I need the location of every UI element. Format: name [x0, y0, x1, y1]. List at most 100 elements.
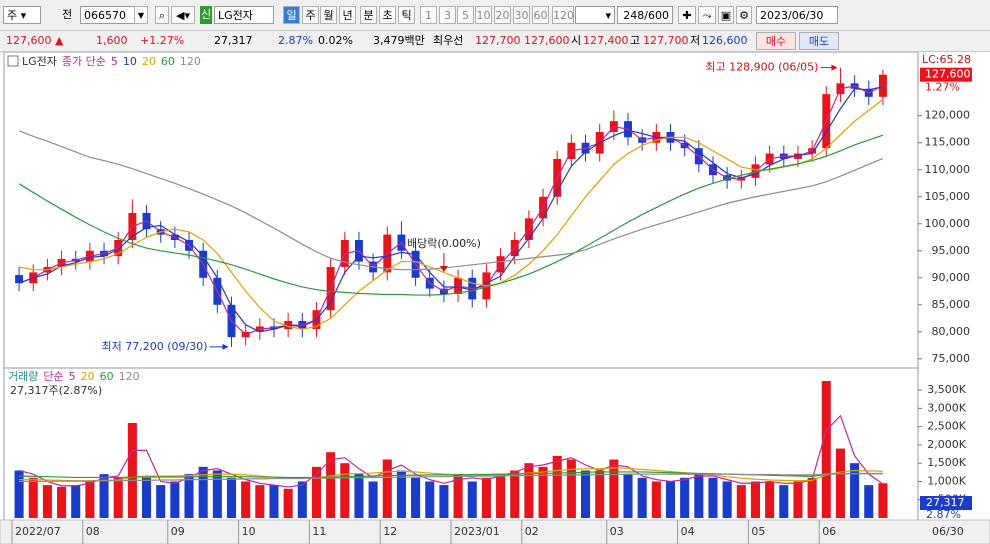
search-button[interactable]: ⌕ [155, 6, 169, 24]
legend-label: 60 [161, 55, 175, 68]
volume-bar [411, 478, 420, 518]
volume-bar [425, 481, 434, 518]
bid: 127,600 [524, 32, 570, 50]
volume-bar [468, 481, 477, 518]
legend-label: 120 [119, 370, 140, 383]
minute-tab[interactable]: 30 [513, 6, 530, 24]
period-tab[interactable]: 틱 [398, 6, 415, 24]
volume-bar [567, 460, 576, 518]
legend-label: 120 [180, 55, 201, 68]
minute-tab[interactable]: 5 [457, 6, 474, 24]
minute-tab[interactable]: 60 [532, 6, 549, 24]
period-tab[interactable]: 월 [320, 6, 337, 24]
volume-bar [128, 423, 137, 518]
volume-bar [284, 489, 293, 518]
volume-bar [85, 481, 94, 518]
volume-summary: 27,317주(2.87%) [10, 384, 102, 397]
volume-bar [680, 478, 689, 518]
volume-bar [864, 485, 873, 518]
code-dropdown[interactable]: ▼ [134, 6, 148, 24]
price-panel [4, 52, 918, 368]
minute-tab[interactable]: 1 [420, 6, 437, 24]
volume-bar [482, 478, 491, 518]
high-annotation: 최고 128,900 (06/05) [705, 61, 818, 74]
ex-dividend-label: 배당락(0.00%) [407, 237, 481, 250]
minute-tab[interactable]: 3 [439, 6, 456, 24]
volume-bar [737, 485, 746, 518]
y-tick-label: 75,000 [932, 352, 971, 365]
period-tab[interactable]: 주 [302, 6, 319, 24]
count-box[interactable]: 248/600 [617, 6, 673, 24]
volume-bar [878, 483, 887, 518]
volume-bar [595, 470, 604, 518]
period-tab[interactable]: 일 [283, 6, 300, 24]
volume-bar [255, 485, 264, 518]
period-tab[interactable]: 초 [379, 6, 396, 24]
volume-bar [723, 481, 732, 518]
volume-bar [765, 481, 774, 518]
prev-label: 전 [62, 6, 72, 24]
y-tick-label: 90,000 [932, 271, 971, 284]
volume-bar [57, 487, 66, 518]
volume-bar [15, 470, 24, 518]
change: 1,600 [96, 32, 128, 50]
legend-label: 20 [81, 370, 95, 383]
legend-label: 60 [100, 370, 114, 383]
open-label: 시 [571, 32, 581, 50]
volume-bar [29, 478, 38, 518]
x-tick-label: 2022/07 [15, 525, 61, 538]
volume-bar [751, 481, 760, 518]
minute-tab[interactable]: 120 [552, 6, 574, 24]
period-tab[interactable]: 년 [339, 6, 356, 24]
rate-label: 1.27% [925, 81, 960, 94]
market-select[interactable]: 주 ▾ [3, 6, 41, 24]
volume-bar [369, 481, 378, 518]
x-tick-label: 2023/01 [454, 525, 500, 538]
x-tick-label: 02 [525, 525, 539, 538]
x-tick-label: 10 [242, 525, 256, 538]
interval-select[interactable]: ▾ [575, 6, 615, 24]
market: 주 [7, 9, 17, 22]
volume-bar [666, 481, 675, 518]
settings-button[interactable]: ⚙ [736, 6, 752, 24]
name-input[interactable]: LG전자 [214, 6, 274, 24]
period-tab[interactable]: 분 [360, 6, 377, 24]
y-tick-label: 3,500K [927, 383, 966, 396]
sell-button[interactable]: 매도 [799, 32, 839, 50]
legend-label: 거래량 [8, 370, 38, 383]
volume-bar [142, 478, 151, 518]
best-label: 최우선 [433, 32, 463, 50]
save-button[interactable]: ▣ [718, 6, 734, 24]
sound-button[interactable]: ◀▾ [171, 6, 195, 24]
volume-bar [708, 478, 717, 518]
volume-bar [638, 478, 647, 518]
y-tick-label: 115,000 [925, 136, 971, 149]
x-tick-label: 09 [171, 525, 185, 538]
low-label: 저 [690, 32, 700, 50]
turnover: 2.87% [278, 32, 313, 50]
volume-bar [822, 381, 831, 518]
volume-bar [793, 481, 802, 518]
volume-bar [808, 478, 817, 518]
volume-bar [553, 456, 562, 518]
date-input[interactable]: 2023/06/30 [756, 6, 838, 24]
legend-icon [8, 56, 18, 66]
tool-button[interactable]: ✚ [678, 6, 696, 24]
volume-bar [340, 463, 349, 518]
volume-bar [694, 474, 703, 518]
volume-bar [383, 460, 392, 518]
minute-tab[interactable]: 10 [475, 6, 492, 24]
high: 127,700 [643, 32, 689, 50]
tool-button[interactable]: ⤳ [698, 6, 716, 24]
y-tick-label: 2,500K [927, 420, 966, 433]
volume-bar [623, 474, 632, 518]
volume-bar [184, 474, 193, 518]
buy-button[interactable]: 매수 [756, 32, 796, 50]
y-tick-label: 100,000 [925, 217, 971, 230]
legend-label: 20 [142, 55, 156, 68]
volume-bar [439, 485, 448, 518]
volume-bar [71, 485, 80, 518]
minute-tab[interactable]: 20 [494, 6, 511, 24]
low-annotation: 최저 77,200 (09/30) [101, 340, 207, 353]
high-label: 고 [630, 32, 640, 50]
